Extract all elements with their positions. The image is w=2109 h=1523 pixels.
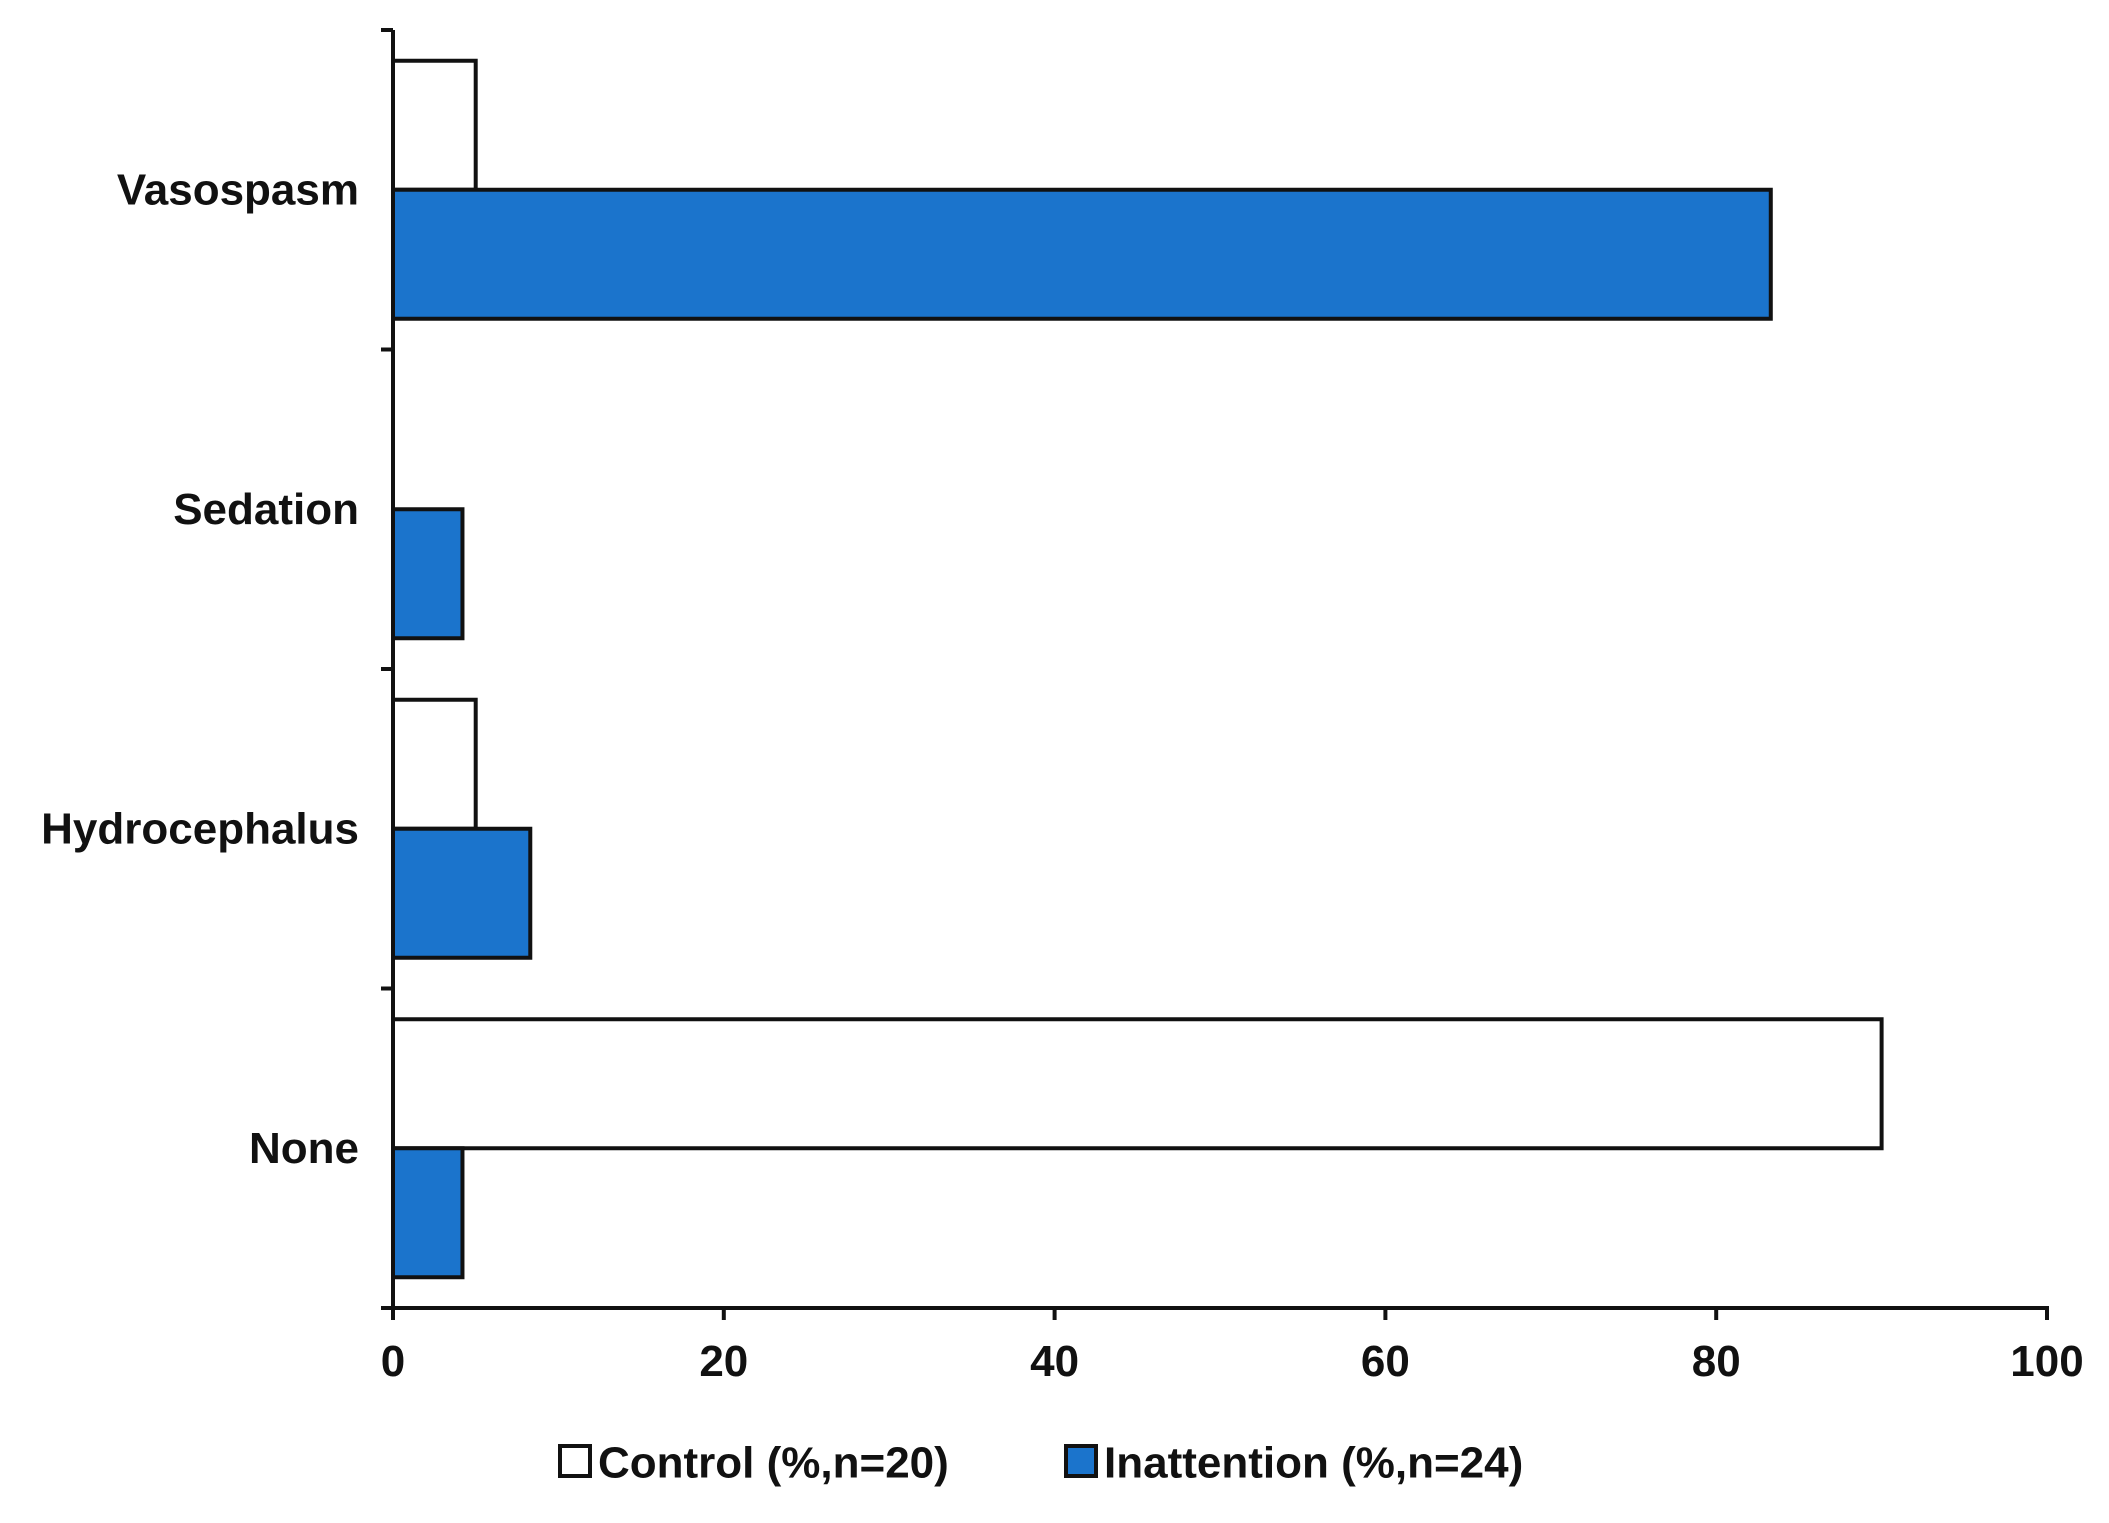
x-tick-label-40: 40: [1030, 1337, 1079, 1386]
category-label-hydrocephalus: Hydrocephalus: [41, 804, 359, 853]
category-label-vasospasm: Vasospasm: [117, 165, 359, 214]
legend-label-inattention: Inattention (%,n=24): [1104, 1439, 1523, 1488]
bar-none-control: [391, 1017, 1884, 1151]
x-tick-label-100: 100: [2010, 1337, 2083, 1386]
bar-none-inattention: [391, 1146, 465, 1280]
x-tick-label-0: 0: [381, 1337, 405, 1386]
bar-hydrocephalus-control: [391, 697, 478, 831]
legend-label-control: Control (%,n=20): [598, 1439, 949, 1488]
legend-swatch-control: [558, 1444, 592, 1478]
category-label-sedation: Sedation: [173, 485, 359, 534]
bar-vasospasm-control: [391, 58, 478, 192]
legend: Control (%,n=20) Inattention (%,n=24): [558, 1439, 1523, 1488]
category-label-none: None: [249, 1124, 359, 1173]
bars-layer: [391, 58, 1884, 1280]
legend-swatch-inattention: [1064, 1444, 1098, 1478]
x-tick-label-80: 80: [1692, 1337, 1741, 1386]
bar-vasospasm-inattention: [391, 187, 1773, 321]
bar-sedation-inattention: [391, 507, 465, 641]
labels-layer: Vasospasm Sedation Hydrocephalus None 0 20 40 6…: [41, 165, 2084, 1386]
x-tick-label-20: 20: [699, 1337, 748, 1386]
x-tick-label-60: 60: [1361, 1337, 1410, 1386]
bar-hydrocephalus-inattention: [391, 826, 533, 960]
axes-layer: [381, 28, 2049, 1320]
